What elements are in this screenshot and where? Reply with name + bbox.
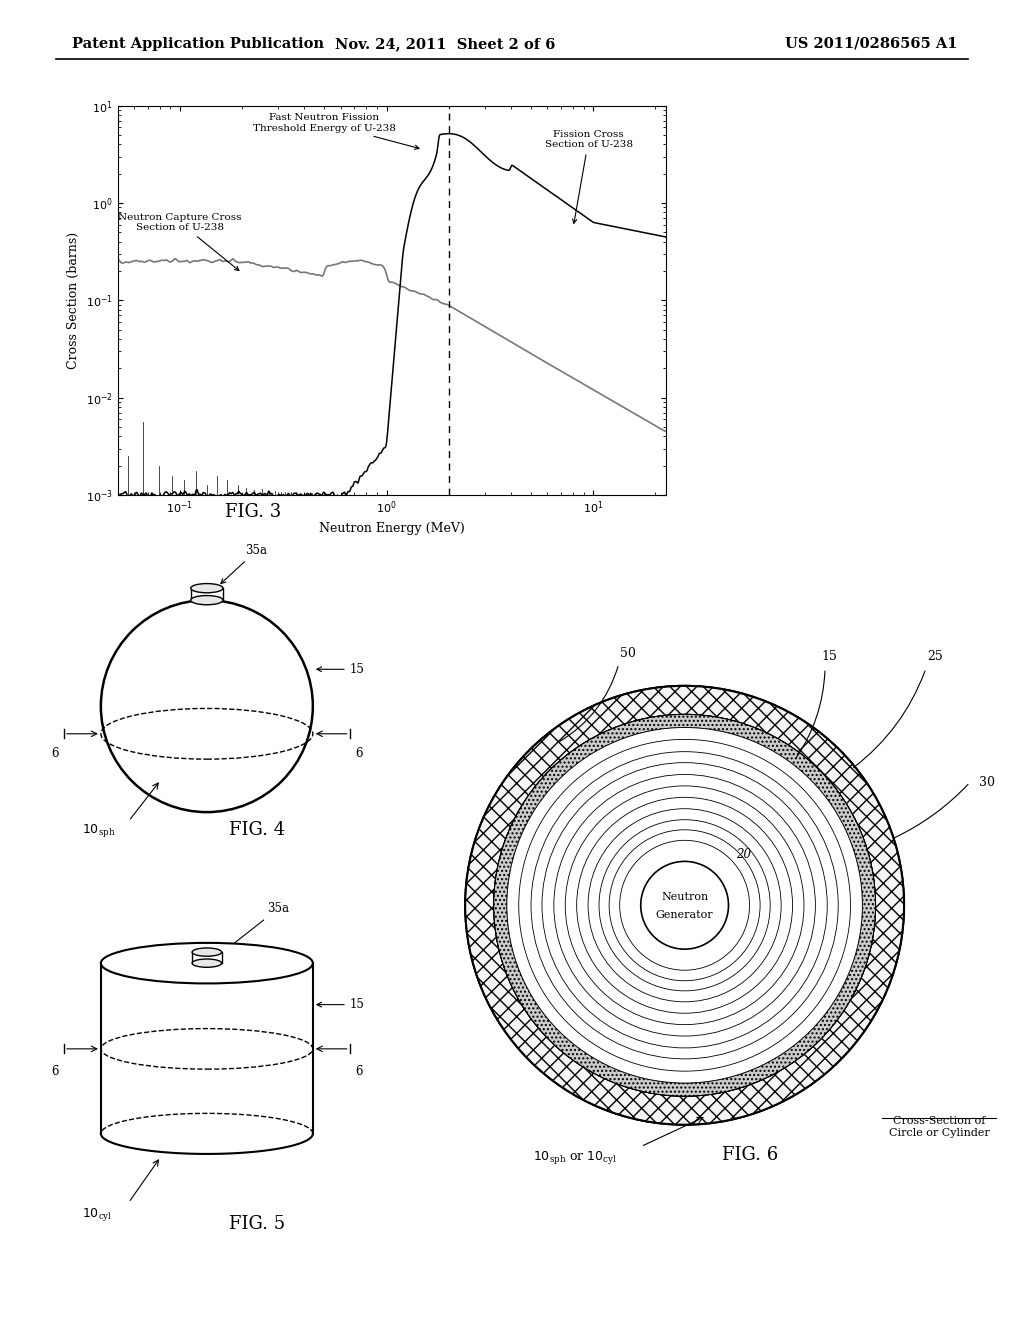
Ellipse shape [193,960,221,968]
Circle shape [588,809,781,1002]
Circle shape [578,797,793,1012]
Ellipse shape [190,583,223,593]
Circle shape [620,841,750,970]
Circle shape [599,820,770,991]
Text: 25: 25 [927,649,943,663]
Circle shape [554,775,815,1036]
Circle shape [507,727,862,1082]
Circle shape [599,820,770,991]
Circle shape [520,741,849,1069]
Ellipse shape [190,595,223,605]
Text: 35a: 35a [221,544,267,583]
Text: Fission Cross
Section of U-238: Fission Cross Section of U-238 [545,129,633,223]
Text: Cross-Section of
Circle or Cylinder: Cross-Section of Circle or Cylinder [889,1115,989,1138]
Text: 6: 6 [355,747,362,760]
Text: Neutron Capture Cross
Section of U-238: Neutron Capture Cross Section of U-238 [118,213,242,271]
Text: $10_{\mathregular{sph}}$ or $10_{\mathregular{cyl}}$: $10_{\mathregular{sph}}$ or $10_{\mathre… [532,1148,616,1166]
Text: 50: 50 [620,647,636,660]
Circle shape [534,754,836,1057]
Circle shape [588,809,781,1002]
Ellipse shape [101,942,313,983]
Circle shape [519,739,851,1071]
Circle shape [578,797,793,1012]
Circle shape [620,841,750,970]
Y-axis label: Cross Section (barns): Cross Section (barns) [68,232,80,368]
Text: FIG. 3: FIG. 3 [225,503,282,521]
Text: 15: 15 [316,663,365,676]
Circle shape [534,754,836,1057]
Text: $10_{\mathregular{sph}}$: $10_{\mathregular{sph}}$ [83,822,116,840]
Text: FIG. 5: FIG. 5 [229,1214,286,1233]
Text: 15: 15 [316,998,365,1011]
Circle shape [494,714,876,1096]
Circle shape [465,686,904,1125]
Text: FIG. 4: FIG. 4 [229,821,286,840]
Circle shape [542,763,827,1048]
Circle shape [494,714,876,1096]
Text: Fast Neutron Fission
Threshold Energy of U-238: Fast Neutron Fission Threshold Energy of… [253,114,419,149]
Circle shape [609,830,760,981]
Circle shape [641,862,728,949]
Circle shape [577,797,793,1014]
Text: US 2011/0286565 A1: US 2011/0286565 A1 [785,37,957,51]
Circle shape [494,714,876,1096]
Circle shape [531,751,839,1059]
X-axis label: Neutron Energy (MeV): Neutron Energy (MeV) [318,521,465,535]
Circle shape [610,830,759,979]
Circle shape [507,727,862,1082]
Circle shape [544,764,825,1045]
Text: FIG. 6: FIG. 6 [722,1146,778,1164]
Circle shape [565,785,804,1024]
Circle shape [555,776,814,1035]
Circle shape [599,820,770,991]
Text: 30: 30 [979,776,994,789]
Circle shape [494,714,876,1096]
Circle shape [618,840,751,972]
Text: Patent Application Publication: Patent Application Publication [72,37,324,51]
Circle shape [577,797,793,1014]
Text: 35a: 35a [228,903,289,948]
Circle shape [554,775,815,1036]
Circle shape [465,686,904,1125]
Text: Nov. 24, 2011  Sheet 2 of 6: Nov. 24, 2011 Sheet 2 of 6 [335,37,556,51]
Text: 15: 15 [821,649,838,663]
Circle shape [599,820,770,991]
Ellipse shape [193,948,221,956]
Text: 20: 20 [736,849,752,862]
Circle shape [507,727,862,1082]
Text: $10_{\mathregular{cyl}}$: $10_{\mathregular{cyl}}$ [83,1205,113,1222]
Circle shape [618,840,751,972]
Text: 6: 6 [51,747,58,760]
Text: Neutron: Neutron [662,892,709,903]
Circle shape [531,751,839,1059]
Text: 6: 6 [355,1065,362,1077]
Text: 6: 6 [51,1065,58,1077]
Circle shape [555,776,814,1035]
Text: Generator: Generator [655,909,714,920]
Circle shape [507,727,862,1082]
Circle shape [566,787,803,1024]
Circle shape [465,686,904,1125]
